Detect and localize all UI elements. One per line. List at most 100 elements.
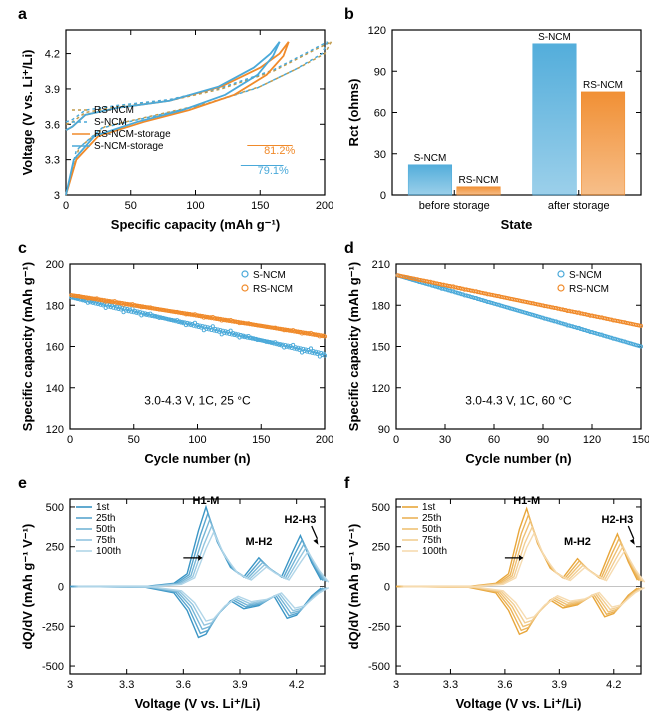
svg-text:0: 0 [63, 200, 69, 212]
svg-text:S-NCM: S-NCM [253, 270, 286, 281]
svg-text:RS-NCM: RS-NCM [94, 105, 134, 116]
svg-text:500: 500 [46, 502, 64, 514]
svg-text:30: 30 [374, 149, 386, 161]
svg-text:after storage: after storage [548, 200, 610, 212]
svg-text:Specific capacity (mAh g⁻¹): Specific capacity (mAh g⁻¹) [111, 217, 280, 232]
svg-text:180: 180 [372, 300, 390, 312]
svg-text:0: 0 [58, 582, 64, 594]
svg-text:3.6: 3.6 [45, 119, 60, 131]
svg-text:S-NCM: S-NCM [538, 32, 571, 43]
svg-text:3.3: 3.3 [119, 679, 134, 691]
svg-text:120: 120 [46, 424, 64, 436]
svg-text:3: 3 [393, 679, 399, 691]
svg-text:H2-H3: H2-H3 [602, 514, 634, 526]
svg-text:RS-NCM: RS-NCM [583, 80, 623, 91]
svg-text:-500: -500 [368, 661, 390, 673]
svg-text:Voltage (V vs. Li⁺/Li): Voltage (V vs. Li⁺/Li) [456, 696, 582, 711]
svg-text:Cycle number (n): Cycle number (n) [465, 451, 571, 466]
svg-text:150: 150 [632, 434, 649, 446]
svg-text:25th: 25th [96, 513, 115, 524]
svg-text:RS-NCM: RS-NCM [459, 175, 499, 186]
svg-text:-250: -250 [42, 621, 64, 633]
svg-text:140: 140 [46, 383, 64, 395]
svg-text:Specific capacity (mAh g⁻¹): Specific capacity (mAh g⁻¹) [20, 262, 35, 431]
svg-text:1st: 1st [96, 502, 110, 513]
svg-text:79.1%: 79.1% [258, 165, 289, 177]
svg-text:3.0-4.3 V, 1C, 25 °C: 3.0-4.3 V, 1C, 25 °C [144, 393, 251, 407]
svg-text:500: 500 [372, 502, 390, 514]
svg-text:210: 210 [372, 259, 390, 271]
svg-text:-250: -250 [368, 621, 390, 633]
svg-text:100th: 100th [96, 546, 121, 557]
svg-text:60: 60 [488, 434, 500, 446]
svg-text:100: 100 [188, 434, 206, 446]
svg-text:RS-NCM: RS-NCM [569, 284, 609, 295]
svg-text:S-NCM: S-NCM [94, 117, 127, 128]
svg-text:50th: 50th [422, 524, 441, 535]
svg-text:50: 50 [128, 434, 140, 446]
svg-text:H1-M: H1-M [193, 495, 220, 507]
svg-text:Voltage (V vs. Li⁺/Li): Voltage (V vs. Li⁺/Li) [20, 50, 35, 176]
svg-text:120: 120 [372, 383, 390, 395]
svg-text:200: 200 [46, 259, 64, 271]
panel-a: 05010015020033.33.63.94.2Specific capaci… [18, 18, 333, 233]
svg-text:150: 150 [251, 200, 269, 212]
svg-text:75th: 75th [96, 535, 115, 546]
svg-text:0: 0 [380, 190, 386, 202]
svg-text:3.0-4.3 V, 1C, 60 °C: 3.0-4.3 V, 1C, 60 °C [465, 393, 572, 407]
svg-text:30: 30 [439, 434, 451, 446]
svg-text:3: 3 [67, 679, 73, 691]
svg-text:RS-NCM-storage: RS-NCM-storage [94, 129, 171, 140]
svg-text:3: 3 [54, 190, 60, 202]
svg-text:Specific capacity (mAh g⁻¹): Specific capacity (mAh g⁻¹) [346, 262, 361, 431]
svg-text:dQ/dV (mAh g⁻¹ V⁻¹): dQ/dV (mAh g⁻¹ V⁻¹) [20, 524, 35, 650]
svg-text:50: 50 [125, 200, 137, 212]
svg-text:150: 150 [372, 342, 390, 354]
svg-text:81.2%: 81.2% [264, 145, 295, 157]
svg-text:180: 180 [46, 300, 64, 312]
svg-text:50th: 50th [96, 524, 115, 535]
svg-text:3.3: 3.3 [45, 155, 60, 167]
svg-text:M-H2: M-H2 [245, 536, 272, 548]
svg-text:120: 120 [583, 434, 601, 446]
svg-text:State: State [501, 217, 533, 232]
svg-text:90: 90 [374, 66, 386, 78]
svg-text:25th: 25th [422, 513, 441, 524]
svg-text:0: 0 [384, 582, 390, 594]
svg-text:3.9: 3.9 [232, 679, 247, 691]
svg-text:60: 60 [374, 108, 386, 120]
svg-text:Voltage (V vs. Li⁺/Li): Voltage (V vs. Li⁺/Li) [135, 696, 261, 711]
svg-text:90: 90 [378, 424, 390, 436]
svg-text:4.2: 4.2 [606, 679, 621, 691]
figure-container: a b c d e f 05010015020033.33.63.94.2Spe… [0, 0, 665, 722]
svg-text:100th: 100th [422, 546, 447, 557]
svg-text:M-H2: M-H2 [564, 536, 591, 548]
svg-text:H2-H3: H2-H3 [285, 514, 317, 526]
svg-text:Cycle number (n): Cycle number (n) [144, 451, 250, 466]
svg-text:RS-NCM: RS-NCM [253, 284, 293, 295]
svg-text:S-NCM-storage: S-NCM-storage [94, 141, 164, 152]
svg-text:3.3: 3.3 [443, 679, 458, 691]
svg-text:150: 150 [252, 434, 270, 446]
svg-text:3.6: 3.6 [176, 679, 191, 691]
svg-text:160: 160 [46, 342, 64, 354]
svg-text:100: 100 [186, 200, 204, 212]
svg-text:200: 200 [316, 434, 333, 446]
svg-text:3.6: 3.6 [497, 679, 512, 691]
svg-text:S-NCM: S-NCM [569, 270, 602, 281]
svg-text:dQ/dV (mAh g⁻¹ V⁻¹): dQ/dV (mAh g⁻¹ V⁻¹) [346, 524, 361, 650]
svg-text:1st: 1st [422, 502, 436, 513]
svg-text:Rct (ohms): Rct (ohms) [346, 79, 361, 147]
svg-text:0: 0 [67, 434, 73, 446]
panel-e: 33.33.63.94.2-500-2500250500Voltage (V v… [18, 487, 333, 712]
panel-c: 0 50 100 150 200 120 140 160 180 200 Cycle number … [18, 252, 333, 467]
panel-f: 3 3.3 3.6 3.9 4.2 -500 -250 0 250 500 Voltage (V v… [344, 487, 649, 712]
svg-text:S-NCM: S-NCM [414, 153, 447, 164]
svg-text:200: 200 [316, 200, 333, 212]
panel-b: 0306090120StateRct (ohms)before storagea… [344, 18, 649, 233]
svg-text:3.9: 3.9 [552, 679, 567, 691]
svg-text:75th: 75th [422, 535, 441, 546]
svg-text:250: 250 [372, 542, 390, 554]
svg-text:H1-M: H1-M [513, 495, 540, 507]
svg-text:0: 0 [393, 434, 399, 446]
